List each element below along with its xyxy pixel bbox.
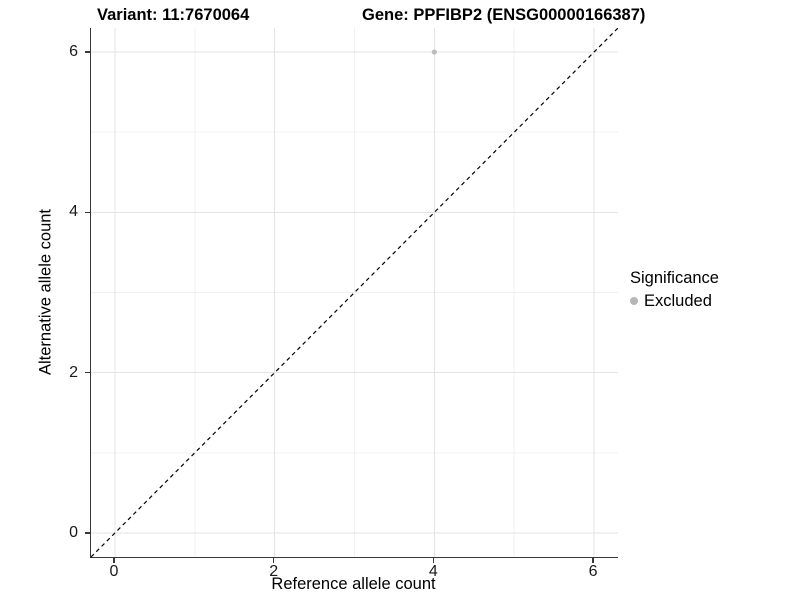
plot-title-gene: Gene: PPFIBP2 (ENSG00000166387) bbox=[362, 6, 646, 24]
legend-title: Significance bbox=[630, 269, 719, 287]
y-axis-tick bbox=[85, 532, 90, 534]
x-axis-title: Reference allele count bbox=[271, 575, 436, 593]
y-axis-tick-label: 4 bbox=[69, 203, 78, 221]
legend-item: Excluded bbox=[630, 291, 719, 311]
x-axis-tick bbox=[272, 558, 275, 563]
y-axis-tick-label: 6 bbox=[69, 43, 78, 61]
plot-title-variant: Variant: 11:7670064 bbox=[97, 6, 250, 24]
x-axis-tick bbox=[432, 558, 435, 563]
legend-item-label: Excluded bbox=[644, 292, 712, 310]
x-axis-tick-label: 2 bbox=[269, 563, 279, 580]
x-axis-tick-label: 6 bbox=[588, 563, 598, 580]
x-axis-tick-label: 4 bbox=[428, 563, 438, 580]
y-axis-tick-label: 0 bbox=[69, 523, 78, 541]
plot-area-svg bbox=[91, 28, 618, 557]
y-axis-tick bbox=[85, 211, 90, 214]
x-axis-tick bbox=[113, 558, 115, 563]
y-axis-tick-label: 2 bbox=[69, 363, 78, 381]
y-axis-tick bbox=[85, 51, 90, 53]
plot-panel bbox=[90, 28, 618, 558]
data-point bbox=[431, 49, 437, 55]
y-axis-tick bbox=[85, 371, 90, 374]
legend-point-icon bbox=[630, 297, 638, 305]
legend: Significance Excluded bbox=[630, 268, 719, 311]
y-axis-title: Alternative allele count bbox=[36, 208, 55, 376]
x-axis-tick-label: 0 bbox=[109, 563, 119, 580]
x-axis-tick bbox=[592, 558, 594, 563]
